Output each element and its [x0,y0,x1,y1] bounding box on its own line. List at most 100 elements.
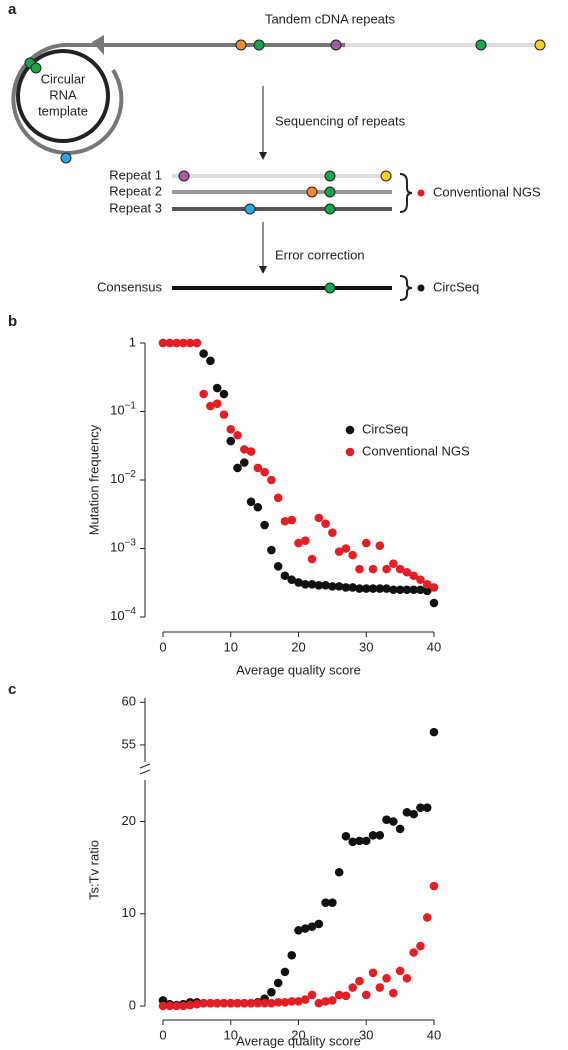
data-point [273,561,283,571]
dot [244,203,256,215]
data-point [307,580,317,589]
data-point [280,967,290,977]
data-point [361,584,371,593]
y-tick-label: 1 [129,334,136,349]
y-tick-label: 0 [129,997,136,1012]
data-point [328,898,337,907]
data-point [233,998,242,1008]
data-point [416,585,425,595]
data-point [206,998,215,1008]
data-point [341,583,351,592]
data-point [361,990,371,1000]
data-point [328,528,337,538]
data-point [158,1001,168,1011]
data-point [253,463,263,473]
data-point [280,516,290,526]
data-point [422,580,432,589]
data-point [240,458,249,467]
data-point [429,583,439,592]
data-point [416,575,425,585]
data-point [233,430,242,440]
axis-break [139,769,151,775]
data-point [334,990,344,1000]
data-point [422,913,432,922]
data-point [361,836,371,846]
data-point [395,585,405,595]
circseq-label: CircSeq [433,279,479,294]
data-point [314,581,324,590]
data-point [267,475,276,485]
data-point [389,585,398,595]
data-point [368,831,378,840]
data-point [294,997,303,1006]
data-point [300,995,310,1004]
rna-circle [16,49,110,143]
data-point [253,502,263,512]
y-axis-label: Ts:Tv ratio [86,840,101,900]
data-point [409,809,418,819]
data-point [172,338,181,348]
data-point [348,983,358,992]
data-point [368,564,378,574]
data-point [361,538,371,548]
data-point [368,584,378,593]
x-tick-label: 20 [291,639,305,654]
data-point [314,998,324,1008]
x-tick-label: 30 [359,639,373,654]
tick-exponent: −2 [125,469,137,480]
tick-base: 10 [110,540,124,555]
data-point [355,584,364,593]
dot [30,62,42,74]
data-point [382,564,391,574]
data-point [253,998,263,1008]
data-point [429,727,439,737]
diagram: Tandem cDNA repeats Circular RNA templat… [11,11,546,301]
data-point [307,990,317,1000]
data-point [294,578,303,587]
data-point [294,926,303,935]
dot [235,39,247,51]
data-point [300,580,310,589]
data-point [179,338,188,348]
y-axis-label: Mutation frequency [86,424,101,535]
data-point [219,410,229,419]
y-tick-label: 10−2 [110,469,136,487]
tick-exponent: −3 [125,537,137,548]
data-point [287,997,297,1006]
legend-dot [417,189,425,197]
data-point [341,544,351,553]
x-tick-label: 0 [159,639,166,654]
data-point [287,575,297,585]
data-point [395,966,405,976]
arrowhead [259,152,267,160]
y-tick-label: 10 [122,905,136,920]
data-point [260,520,269,530]
data-point [348,837,358,847]
repeat-label: Repeat 1 [109,167,162,182]
data-point [192,338,202,348]
data-point [246,998,256,1008]
legend-marker [345,447,355,457]
data-point [422,586,432,596]
data-point [368,968,378,978]
cdna-strand [11,42,345,155]
tick-exponent: −1 [125,400,137,411]
step-label: Error correction [275,247,365,262]
template-label: template [38,103,88,118]
data-point [341,991,351,1001]
data-point [328,582,337,591]
data-point [395,564,405,574]
data-point [206,356,215,366]
dot [60,152,72,164]
data-point [206,401,215,411]
x-tick-label: 40 [427,639,441,654]
data-point [287,950,297,960]
data-point [375,584,385,593]
data-point [334,582,344,591]
data-point [199,349,208,358]
data-point [165,338,175,348]
y-tick-label: 10−1 [110,400,136,418]
data-point [422,803,432,812]
data-point [334,867,344,877]
data-point [246,447,256,456]
